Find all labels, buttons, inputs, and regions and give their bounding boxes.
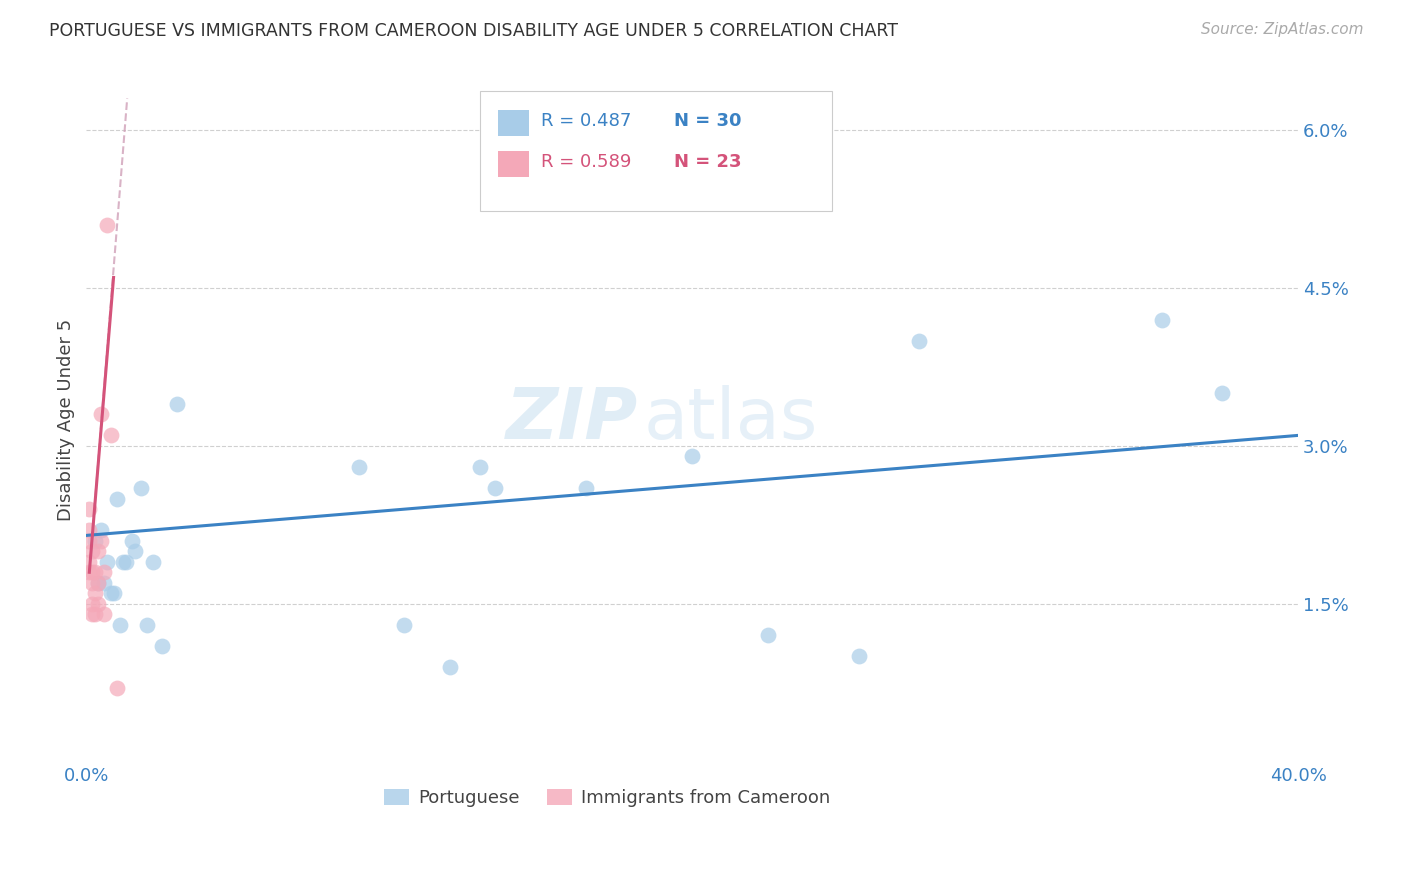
- Point: [82, 566, 104, 580]
- Point: [84, 533, 107, 548]
- Point: [129, 481, 152, 495]
- Point: [82, 607, 104, 622]
- Point: [1211, 386, 1233, 401]
- Point: [87, 544, 110, 558]
- Point: [90, 408, 112, 422]
- FancyBboxPatch shape: [498, 151, 529, 177]
- Point: [848, 649, 870, 664]
- Point: [82, 597, 104, 611]
- Point: [111, 555, 134, 569]
- Point: [93, 566, 115, 580]
- Text: PORTUGUESE VS IMMIGRANTS FROM CAMEROON DISABILITY AGE UNDER 5 CORRELATION CHART: PORTUGUESE VS IMMIGRANTS FROM CAMEROON D…: [49, 22, 898, 40]
- Point: [93, 575, 115, 590]
- Point: [681, 450, 703, 464]
- Point: [82, 544, 104, 558]
- Point: [114, 555, 136, 569]
- FancyBboxPatch shape: [498, 110, 529, 136]
- Point: [108, 618, 131, 632]
- FancyBboxPatch shape: [479, 91, 831, 211]
- Text: R = 0.487: R = 0.487: [541, 112, 631, 129]
- Point: [135, 618, 157, 632]
- Point: [150, 639, 173, 653]
- Text: N = 23: N = 23: [673, 153, 741, 170]
- Text: Source: ZipAtlas.com: Source: ZipAtlas.com: [1201, 22, 1364, 37]
- Point: [124, 544, 146, 558]
- Point: [87, 575, 110, 590]
- Point: [84, 566, 107, 580]
- Text: R = 0.589: R = 0.589: [541, 153, 631, 170]
- Point: [87, 597, 110, 611]
- Point: [96, 218, 118, 232]
- Point: [439, 660, 461, 674]
- Point: [142, 555, 165, 569]
- Legend: Portuguese, Immigrants from Cameroon: Portuguese, Immigrants from Cameroon: [377, 781, 838, 814]
- Point: [79, 523, 101, 537]
- Point: [103, 586, 125, 600]
- Point: [484, 481, 506, 495]
- Point: [105, 681, 128, 695]
- Point: [166, 397, 188, 411]
- Point: [82, 575, 104, 590]
- Point: [84, 607, 107, 622]
- Point: [79, 533, 101, 548]
- Point: [121, 533, 143, 548]
- Point: [105, 491, 128, 506]
- Y-axis label: Disability Age Under 5: Disability Age Under 5: [58, 318, 75, 521]
- Text: ZIP: ZIP: [505, 385, 638, 454]
- Point: [347, 460, 370, 475]
- Point: [394, 618, 416, 632]
- Point: [756, 628, 779, 642]
- Point: [468, 460, 491, 475]
- Point: [1150, 312, 1173, 326]
- Point: [79, 566, 101, 580]
- Point: [93, 607, 115, 622]
- Point: [90, 533, 112, 548]
- Point: [575, 481, 598, 495]
- Point: [84, 586, 107, 600]
- Point: [100, 586, 122, 600]
- Point: [908, 334, 931, 348]
- Point: [90, 523, 112, 537]
- Point: [87, 575, 110, 590]
- Point: [96, 555, 118, 569]
- Text: N = 30: N = 30: [673, 112, 741, 129]
- Point: [100, 428, 122, 442]
- Point: [79, 502, 101, 516]
- Text: atlas: atlas: [644, 385, 818, 454]
- Point: [79, 555, 101, 569]
